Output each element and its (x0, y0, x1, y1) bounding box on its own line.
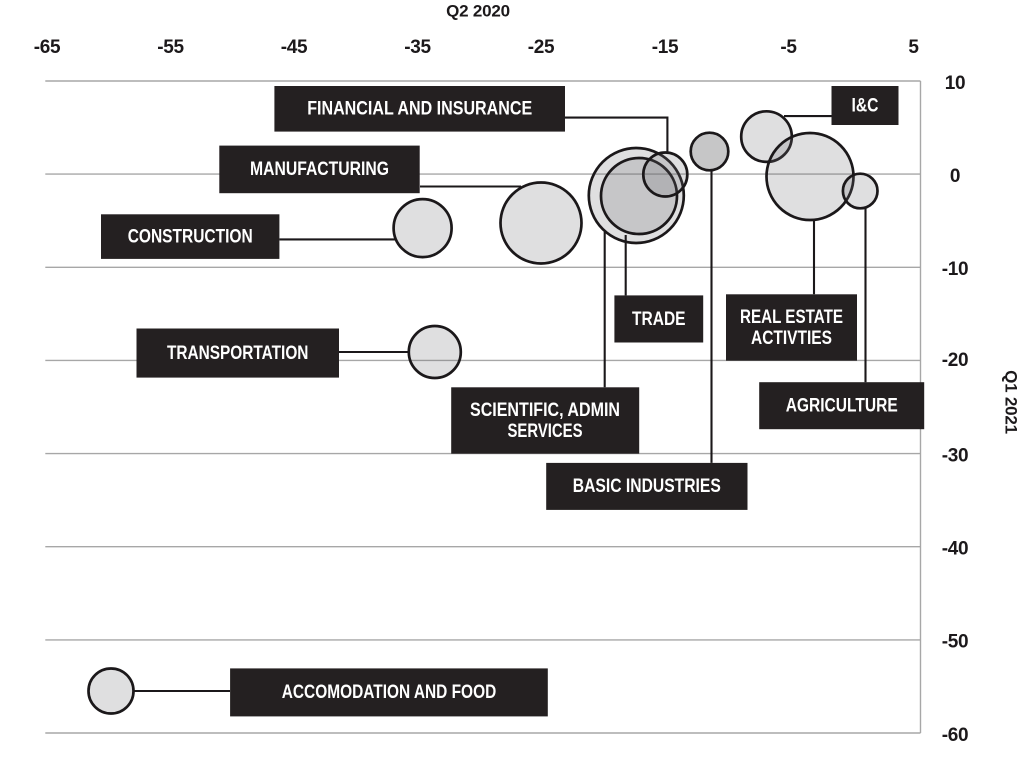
svg-text:10: 10 (945, 73, 966, 94)
svg-text:-20: -20 (942, 350, 969, 371)
svg-text:-65: -65 (34, 37, 61, 58)
svg-text:-50: -50 (942, 632, 969, 653)
svg-text:REAL ESTATE: REAL ESTATE (740, 307, 843, 328)
svg-text:MANUFACTURING: MANUFACTURING (250, 159, 389, 180)
svg-text:0: 0 (950, 166, 960, 187)
svg-text:-30: -30 (942, 445, 969, 466)
svg-text:-10: -10 (942, 259, 969, 280)
svg-text:ACTIVTIES: ACTIVTIES (751, 328, 832, 349)
svg-text:5: 5 (908, 37, 919, 58)
svg-text:-25: -25 (528, 37, 555, 58)
svg-text:-35: -35 (404, 37, 431, 58)
svg-text:TRADE: TRADE (632, 309, 686, 330)
svg-text:BASIC INDUSTRIES: BASIC INDUSTRIES (573, 476, 721, 497)
svg-text:-40: -40 (942, 539, 969, 560)
svg-text:ACCOMODATION AND FOOD: ACCOMODATION AND FOOD (282, 682, 497, 703)
svg-text:AGRICULTURE: AGRICULTURE (786, 396, 898, 417)
svg-text:-45: -45 (281, 37, 308, 58)
svg-text:TRANSPORTATION: TRANSPORTATION (167, 343, 309, 364)
svg-text:FINANCIAL AND INSURANCE: FINANCIAL AND INSURANCE (307, 99, 532, 120)
svg-text:-15: -15 (652, 37, 679, 58)
svg-text:I&C: I&C (852, 95, 879, 116)
svg-text:Q1 2021: Q1 2021 (1002, 370, 1018, 434)
svg-text:Q2 2020: Q2 2020 (446, 2, 510, 21)
svg-text:CONSTRUCTION: CONSTRUCTION (128, 226, 253, 247)
svg-text:SERVICES: SERVICES (508, 421, 583, 442)
svg-text:SCIENTIFIC, ADMIN: SCIENTIFIC, ADMIN (470, 400, 620, 421)
svg-text:-5: -5 (780, 37, 797, 58)
svg-text:-60: -60 (942, 725, 969, 746)
svg-text:-55: -55 (157, 37, 184, 58)
